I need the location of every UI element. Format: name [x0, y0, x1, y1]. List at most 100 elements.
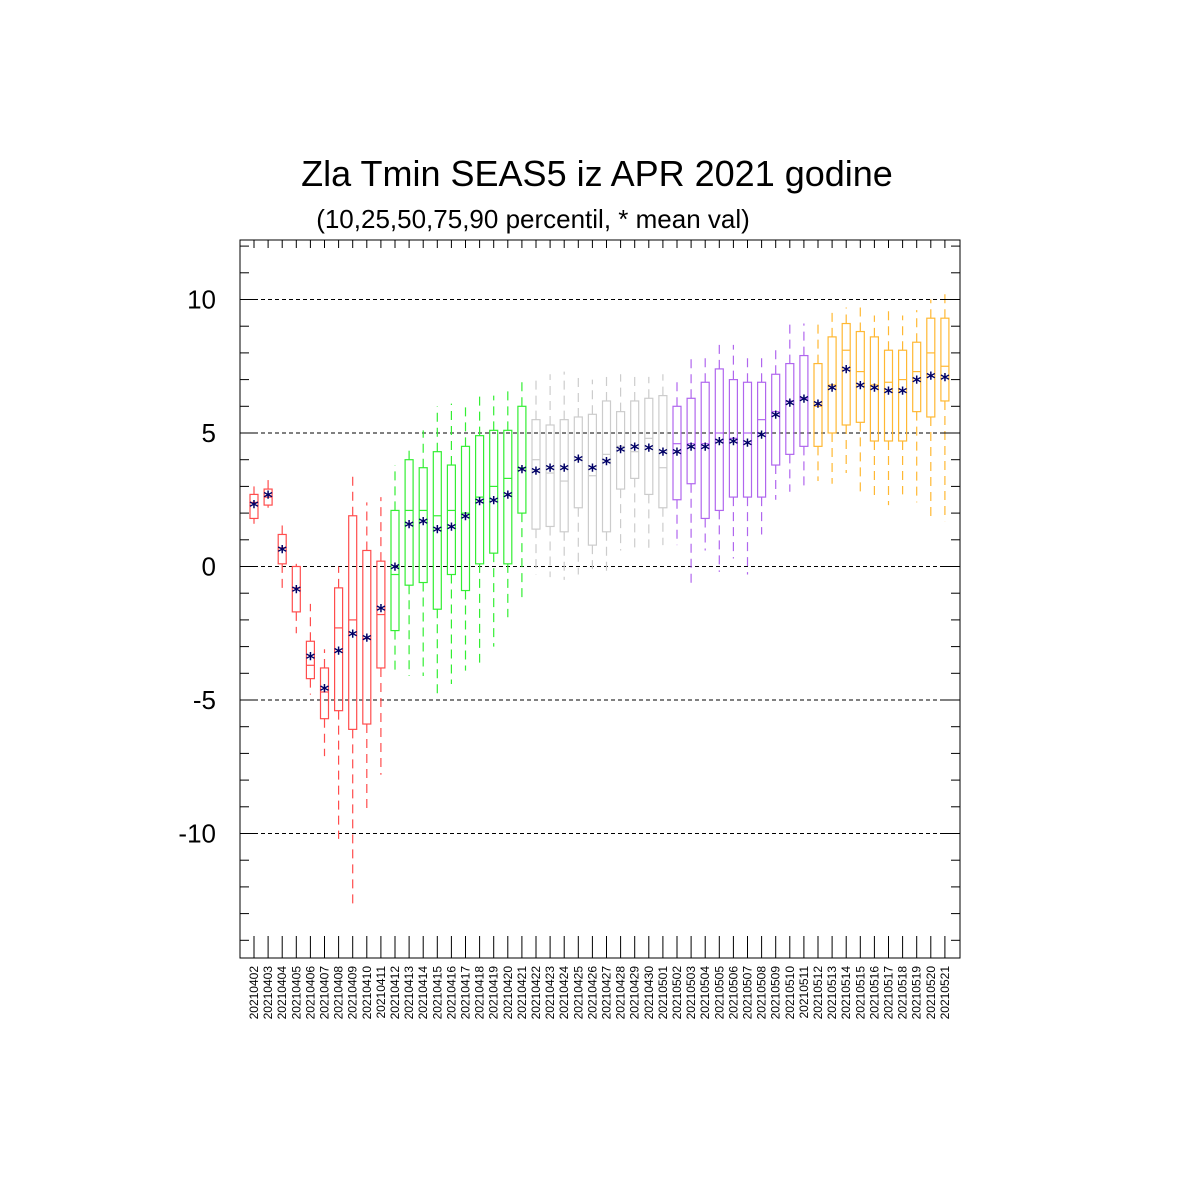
y-tick-label: 10: [187, 285, 216, 315]
x-tick-label: 20210419: [487, 966, 501, 1020]
chart-subtitle: (10,25,50,75,90 percentil, * mean val): [316, 204, 750, 234]
iqr-box: [432, 451, 442, 610]
mean-marker: *: [813, 397, 823, 418]
iqr-box: [813, 362, 823, 447]
mean-marker: *: [475, 494, 485, 515]
box-20210418: [475, 395, 485, 663]
iqr-box: [517, 405, 527, 514]
mean-marker: *: [616, 442, 626, 463]
mean-marker: *: [531, 463, 541, 484]
box-20210520: [926, 299, 936, 519]
box-20210429: [630, 371, 640, 548]
iqr-box: [559, 419, 569, 533]
box-20210510: [785, 323, 795, 492]
box-20210424: [559, 371, 569, 580]
x-tick-label: 20210403: [261, 966, 275, 1020]
mean-marker: *: [545, 461, 555, 482]
mean-marker: *: [841, 362, 851, 383]
x-tick-label: 20210424: [557, 966, 571, 1020]
iqr-box: [475, 435, 485, 565]
x-tick-label: 20210413: [402, 966, 416, 1020]
x-tick-label: 20210410: [360, 966, 374, 1020]
box-20210514: [841, 307, 851, 474]
iqr-box: [771, 373, 781, 466]
box-20210521: [940, 294, 950, 522]
box-20210517: [883, 310, 894, 506]
box-20210404: [277, 521, 287, 591]
box-20210509: [771, 344, 781, 500]
x-tick-label: 20210521: [938, 966, 952, 1020]
x-tick-label: 20210505: [712, 966, 726, 1020]
mean-marker: *: [503, 487, 513, 508]
box-20210502: [672, 376, 682, 546]
mean-marker: *: [700, 439, 710, 460]
x-tick-label: 20210428: [614, 966, 628, 1020]
iqr-box: [460, 445, 471, 592]
box-20210426: [587, 379, 598, 570]
box-20210430: [644, 376, 654, 548]
iqr-box: [883, 349, 894, 442]
box-20210413: [404, 446, 414, 676]
x-tick-label: 20210421: [515, 966, 529, 1020]
iqr-box: [644, 397, 654, 496]
box-20210425: [573, 376, 583, 575]
mean-marker: *: [771, 407, 781, 428]
box-20210416: [446, 403, 456, 684]
x-tick-label: 20210418: [473, 966, 487, 1020]
x-tick-label: 20210509: [769, 966, 783, 1020]
x-tick-label: 20210516: [867, 966, 881, 1020]
x-tick-label: 20210402: [247, 966, 261, 1020]
mean-marker: *: [926, 369, 936, 390]
iqr-box: [503, 429, 513, 565]
x-tick-label: 20210513: [825, 966, 839, 1020]
x-tick-label: 20210415: [430, 966, 444, 1020]
box-20210412: [390, 465, 400, 671]
box-20210423: [545, 374, 555, 578]
box-20210415: [432, 406, 442, 695]
mean-marker: *: [348, 626, 358, 647]
mean-marker: *: [277, 542, 287, 563]
x-tick-label: 20210512: [811, 966, 825, 1020]
box-20210407: [319, 649, 330, 757]
iqr-box: [630, 400, 640, 479]
y-tick-label: -5: [193, 685, 216, 715]
iqr-box: [756, 381, 767, 498]
iqr-box: [319, 667, 330, 720]
box-20210402: [249, 486, 259, 524]
mean-marker: *: [785, 395, 795, 416]
iqr-box: [785, 362, 795, 455]
mean-marker: *: [404, 517, 414, 538]
box-20210516: [869, 315, 880, 500]
box-20210512: [813, 320, 823, 482]
x-tick-label: 20210412: [388, 966, 402, 1020]
iqr-box: [615, 411, 626, 490]
iqr-box: [390, 509, 400, 632]
plot-frame: [239, 239, 961, 959]
x-tick-label: 20210430: [642, 966, 656, 1020]
mean-marker: *: [644, 441, 654, 462]
box-20210421: [517, 376, 527, 599]
x-tick-label: 20210508: [755, 966, 769, 1020]
mean-marker: *: [870, 381, 880, 402]
box-20210409: [348, 473, 358, 906]
box-20210513: [827, 310, 837, 484]
x-tick-label: 20210514: [839, 966, 853, 1020]
mean-marker: *: [574, 451, 584, 472]
x-tick-label: 20210510: [783, 966, 797, 1020]
box-20210417: [460, 403, 471, 671]
x-tick-label: 20210409: [346, 966, 360, 1020]
iqr-box: [799, 354, 809, 447]
gridlines: [240, 299, 960, 834]
x-tick-label: 20210420: [501, 966, 515, 1020]
mean-marker: *: [461, 509, 471, 530]
x-tick-label: 20210426: [585, 966, 599, 1020]
box-20210428: [615, 374, 626, 551]
box-20210506: [728, 344, 739, 559]
box-20210422: [531, 379, 541, 575]
x-tick-label: 20210422: [529, 966, 543, 1020]
mean-marker: *: [517, 462, 527, 483]
x-tick-label: 20210507: [741, 966, 755, 1020]
x-tick-label: 20210427: [600, 966, 614, 1020]
x-tick-label: 20210411: [374, 966, 388, 1019]
